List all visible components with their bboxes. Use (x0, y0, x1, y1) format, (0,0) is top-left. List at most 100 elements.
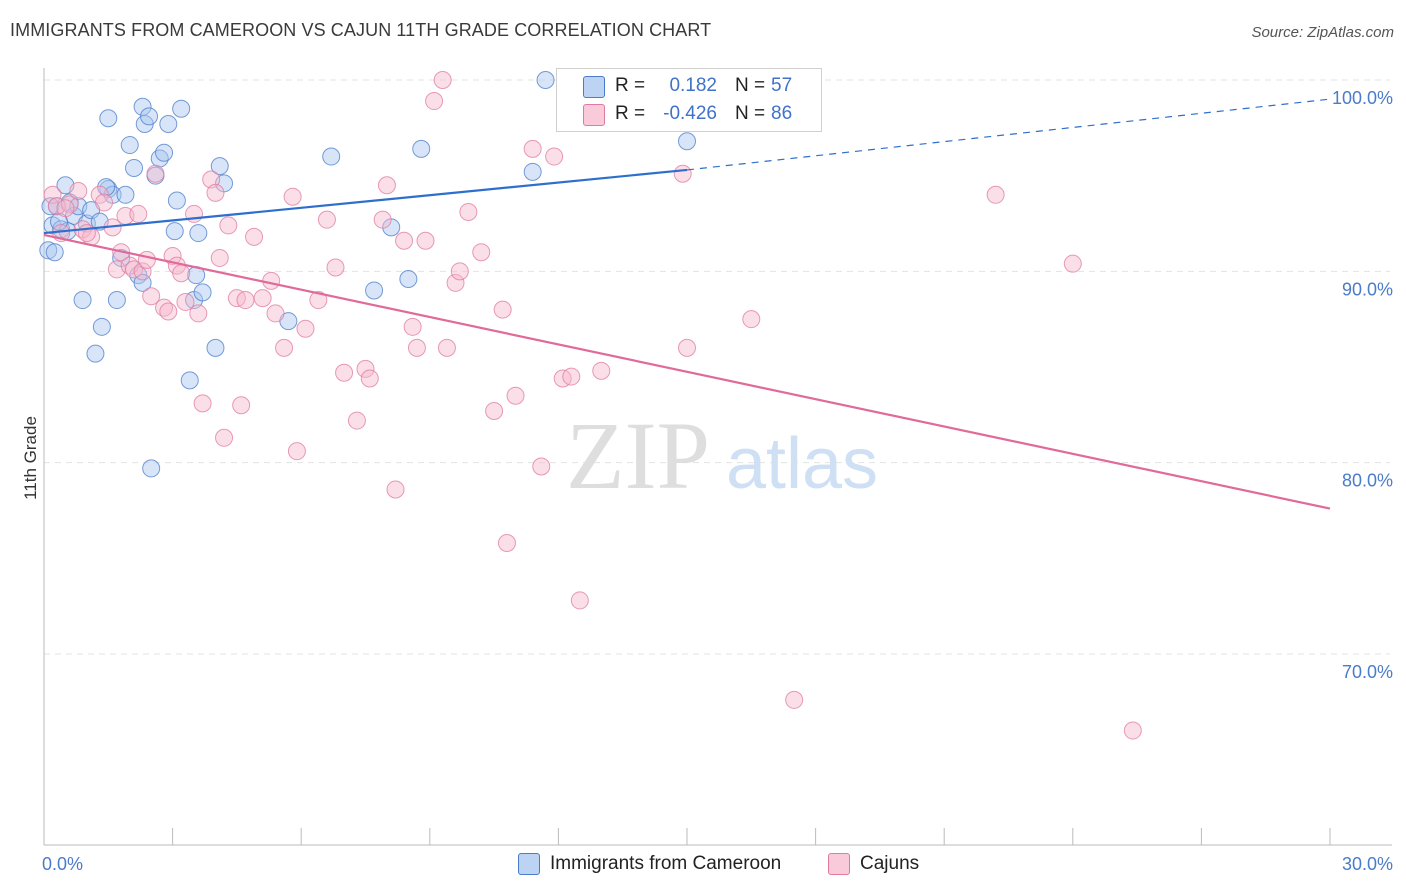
data-point (193, 283, 212, 302)
data-point (142, 287, 161, 306)
data-point (472, 243, 491, 262)
data-point (317, 210, 336, 229)
data-point (287, 442, 306, 461)
data-point (245, 227, 264, 246)
data-point (536, 71, 555, 89)
data-point (206, 338, 225, 357)
data-point (412, 139, 431, 158)
data-point (137, 250, 156, 269)
data-point (69, 181, 88, 200)
data-point (678, 132, 696, 151)
data-point (97, 178, 116, 197)
data-point (180, 371, 199, 390)
data-point (360, 369, 379, 388)
legend-swatch-cajuns (828, 853, 850, 875)
data-point (120, 136, 139, 155)
legend: Immigrants from Cameroon Cajuns (0, 852, 1406, 878)
data-point (433, 71, 452, 89)
data-point (416, 231, 435, 250)
data-point (146, 164, 165, 183)
data-point (253, 289, 272, 308)
data-point (107, 291, 126, 310)
axes (43, 68, 1392, 846)
data-point (377, 176, 396, 195)
data-point (673, 164, 692, 183)
stats-row-cajuns: R = -0.426 N = 86 (557, 101, 821, 129)
stats-r-label: R = (615, 103, 646, 124)
data-point (523, 162, 542, 181)
legend-label-cajuns: Cajuns (860, 853, 920, 874)
legend-swatch-cameroon (518, 853, 540, 875)
stats-n-value: 86 (771, 103, 793, 124)
data-point (210, 157, 229, 176)
data-point (92, 317, 111, 336)
data-point (159, 302, 178, 321)
y-tick-label: 80.0% (1342, 471, 1393, 491)
watermark: ZIP atlas (566, 402, 878, 509)
data-point (215, 428, 234, 447)
data-point (1123, 721, 1142, 740)
y-tick-label: 70.0% (1342, 662, 1393, 682)
data-point (506, 386, 525, 405)
data-point (56, 199, 75, 218)
data-point (742, 310, 761, 329)
data-point (283, 187, 302, 206)
data-point (202, 170, 221, 189)
stats-r-value: 0.182 (669, 75, 717, 96)
data-point (545, 147, 564, 166)
data-point (116, 185, 135, 204)
data-point (39, 241, 58, 260)
data-point (532, 457, 551, 476)
data-point (678, 338, 696, 357)
tick-labels: 100.0% 90.0% 80.0% 70.0% 0.0% 30.0% (42, 88, 1393, 874)
data-point (193, 394, 212, 413)
data-point (395, 231, 414, 250)
watermark-atlas: atlas (726, 424, 878, 504)
data-point (399, 269, 418, 288)
data-point (266, 304, 285, 323)
data-point (309, 291, 328, 310)
trend-line-cameroon-extension (686, 98, 1331, 171)
data-point (163, 247, 182, 266)
data-point (365, 281, 384, 300)
data-point (497, 534, 516, 553)
data-point (562, 367, 581, 386)
data-point (296, 319, 315, 338)
data-point (129, 204, 148, 223)
data-point (592, 361, 611, 380)
data-point (785, 690, 804, 709)
data-point (326, 258, 345, 277)
data-point (236, 291, 255, 310)
data-point (73, 291, 92, 310)
data-point (172, 99, 191, 118)
data-point (189, 224, 208, 243)
data-point (142, 459, 161, 478)
data-point (262, 271, 281, 290)
y-axis-label: 11th Grade (21, 416, 40, 500)
data-point (373, 210, 392, 229)
data-point (523, 139, 542, 158)
data-point (1063, 254, 1082, 273)
data-point (41, 197, 60, 216)
data-point (232, 396, 251, 415)
y-tick-label: 100.0% (1332, 88, 1393, 108)
data-point (446, 273, 465, 292)
stats-n-value: 57 (771, 75, 793, 96)
data-point (493, 300, 512, 319)
y-tick-label: 90.0% (1342, 279, 1393, 299)
data-point (43, 185, 62, 204)
stats-swatch-cajuns (583, 104, 605, 126)
x-tick-label: 0.0% (42, 854, 83, 874)
data-point (125, 159, 144, 178)
data-point (189, 304, 208, 323)
stats-n-label: N = (735, 75, 766, 96)
data-point (356, 359, 375, 378)
stats-r-value: -0.426 (663, 103, 717, 124)
data-point (403, 317, 422, 336)
data-point (570, 591, 589, 610)
data-point (133, 262, 152, 281)
data-point (176, 292, 195, 311)
data-point (322, 147, 341, 166)
source-label: Source: ZipAtlas.com (1251, 24, 1394, 41)
